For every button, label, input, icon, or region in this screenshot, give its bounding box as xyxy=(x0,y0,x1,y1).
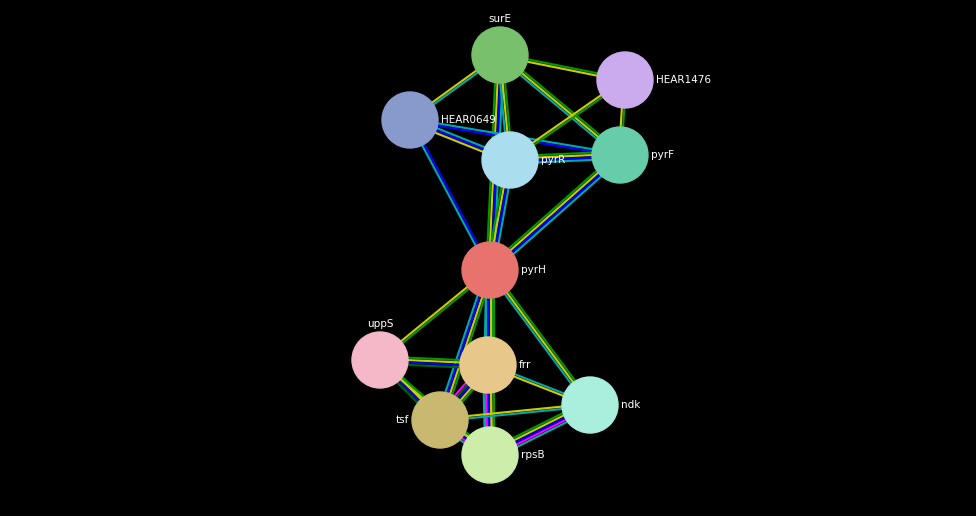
Circle shape xyxy=(412,392,468,448)
Text: pyrR: pyrR xyxy=(541,155,565,165)
Text: frr: frr xyxy=(519,360,531,370)
Text: pyrF: pyrF xyxy=(651,150,674,160)
Circle shape xyxy=(592,127,648,183)
Circle shape xyxy=(462,427,518,483)
Text: HEAR1476: HEAR1476 xyxy=(656,75,711,85)
Text: uppS: uppS xyxy=(367,319,393,329)
Circle shape xyxy=(382,92,438,148)
Circle shape xyxy=(562,377,618,433)
Circle shape xyxy=(352,332,408,388)
Text: ndk: ndk xyxy=(621,400,640,410)
Text: tsf: tsf xyxy=(395,415,409,425)
Circle shape xyxy=(460,337,516,393)
Circle shape xyxy=(472,27,528,83)
Circle shape xyxy=(597,52,653,108)
Text: rpsB: rpsB xyxy=(521,450,545,460)
Text: surE: surE xyxy=(489,14,511,24)
Text: HEAR0649: HEAR0649 xyxy=(441,115,496,125)
Circle shape xyxy=(462,242,518,298)
Text: pyrH: pyrH xyxy=(521,265,546,275)
Circle shape xyxy=(482,132,538,188)
